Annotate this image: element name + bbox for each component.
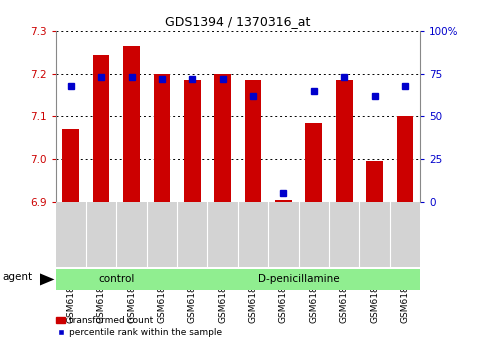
- Bar: [214, 74, 231, 202]
- Text: D-penicillamine: D-penicillamine: [258, 274, 340, 284]
- Text: agent: agent: [3, 272, 33, 282]
- Bar: [123, 46, 140, 202]
- Bar: [336, 80, 353, 202]
- Bar: [184, 80, 200, 202]
- Bar: [154, 74, 170, 202]
- FancyBboxPatch shape: [177, 268, 420, 290]
- Bar: [397, 116, 413, 202]
- FancyBboxPatch shape: [56, 268, 177, 290]
- Bar: [93, 55, 110, 202]
- Polygon shape: [40, 273, 55, 286]
- Legend: transformed count, percentile rank within the sample: transformed count, percentile rank withi…: [53, 313, 226, 341]
- Bar: [245, 80, 261, 202]
- Bar: [62, 129, 79, 202]
- Title: GDS1394 / 1370316_at: GDS1394 / 1370316_at: [165, 16, 311, 29]
- Text: control: control: [98, 274, 134, 284]
- Bar: [366, 161, 383, 202]
- Bar: [305, 123, 322, 202]
- Bar: [275, 200, 292, 202]
